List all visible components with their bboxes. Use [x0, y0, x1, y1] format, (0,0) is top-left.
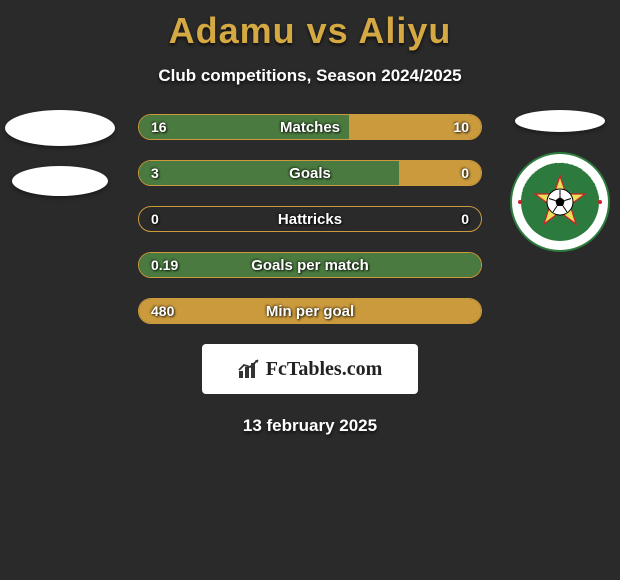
- stat-label: Matches: [139, 115, 481, 139]
- brand-chart-icon: [238, 359, 262, 379]
- stat-label: Goals per match: [139, 253, 481, 277]
- season-subtitle: Club competitions, Season 2024/2025: [0, 66, 620, 86]
- stat-label: Goals: [139, 161, 481, 185]
- snapshot-date: 13 february 2025: [0, 416, 620, 436]
- left-club-placeholder: [12, 166, 108, 196]
- stat-label: Min per goal: [139, 299, 481, 323]
- stat-label: Hattricks: [139, 207, 481, 231]
- right-player-badges: KATSINA UNITED FOOTBALL CLUB BRANDED: 20…: [500, 110, 620, 252]
- brand-label: FcTables.com: [266, 358, 382, 381]
- brand-box: FcTables.com: [202, 344, 418, 394]
- right-club-badge-icon: KATSINA UNITED FOOTBALL CLUB BRANDED: 20…: [510, 152, 610, 252]
- stat-row: 30Goals: [138, 160, 482, 186]
- right-player-placeholder: [515, 110, 605, 132]
- stat-row: 00Hattricks: [138, 206, 482, 232]
- left-player-placeholder-1: [5, 110, 115, 146]
- left-player-badges: [0, 110, 120, 196]
- page-title: Adamu vs Aliyu: [0, 0, 620, 52]
- stat-row: 1610Matches: [138, 114, 482, 140]
- stat-row: 480Min per goal: [138, 298, 482, 324]
- stats-comparison-chart: 1610Matches 30Goals 00Hattricks 0.19Goals p…: [138, 114, 482, 324]
- stat-row: 0.19Goals per match: [138, 252, 482, 278]
